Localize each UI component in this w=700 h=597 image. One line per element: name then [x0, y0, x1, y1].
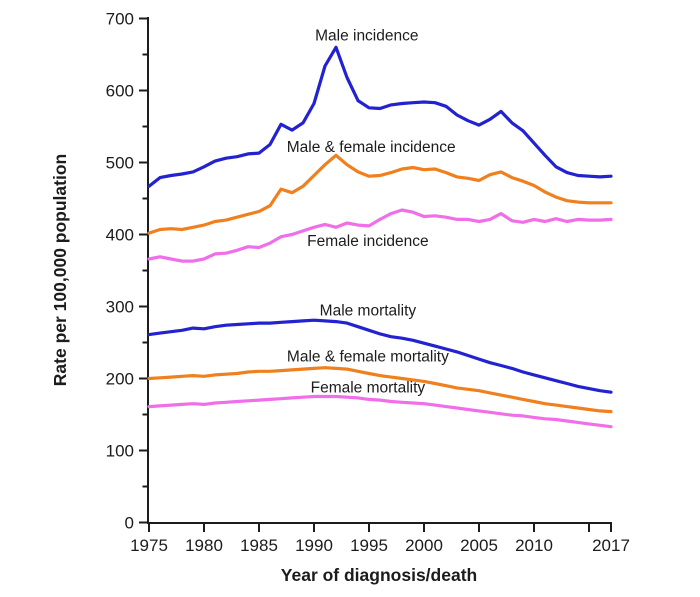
y-tick-label: 500 — [106, 154, 134, 173]
y-tick-label: 700 — [106, 10, 134, 29]
series-female-incidence — [147, 208, 613, 263]
series-label-male-mortality: Male mortality — [320, 303, 417, 320]
series-male-mortality — [147, 318, 613, 394]
x-axis-title: Year of diagnosis/death — [281, 565, 477, 585]
x-tick-label: 2010 — [515, 536, 553, 555]
series-label-female-incidence: Female incidence — [307, 233, 428, 250]
x-tick-label: 1980 — [185, 536, 223, 555]
x-tick-label: 1990 — [295, 536, 333, 555]
x-tick-label: 2017 — [592, 536, 630, 555]
x-tick-label: 2000 — [405, 536, 443, 555]
series-male-female-mortality — [147, 366, 613, 414]
series-female-mortality — [147, 394, 613, 429]
series-label-male-female-mortality: Male & female mortality — [287, 349, 449, 366]
x-tick-label: 1995 — [350, 536, 388, 555]
x-tick-label: 1985 — [240, 536, 278, 555]
series-label-male-female-incidence: Male & female incidence — [287, 139, 456, 156]
x-tick-label: 1975 — [130, 536, 168, 555]
series-label-male-incidence: Male incidence — [315, 28, 418, 45]
y-tick-label: 300 — [106, 298, 134, 317]
series-male-female-incidence — [147, 153, 613, 235]
y-tick-label: 400 — [106, 226, 134, 245]
y-axis-title: Rate per 100,000 population — [50, 154, 70, 386]
y-tick-label: 100 — [106, 442, 134, 461]
y-tick-label: 0 — [125, 514, 134, 533]
series-male-incidence — [147, 45, 613, 188]
x-tick-label: 2005 — [460, 536, 498, 555]
series-label-female-mortality: Female mortality — [311, 380, 426, 397]
y-tick-label: 600 — [106, 82, 134, 101]
y-tick-label: 200 — [106, 370, 134, 389]
chart-layer: 0 100 200 300 400 500 600 700 1975 1980 1985 1990 19… — [106, 10, 630, 556]
